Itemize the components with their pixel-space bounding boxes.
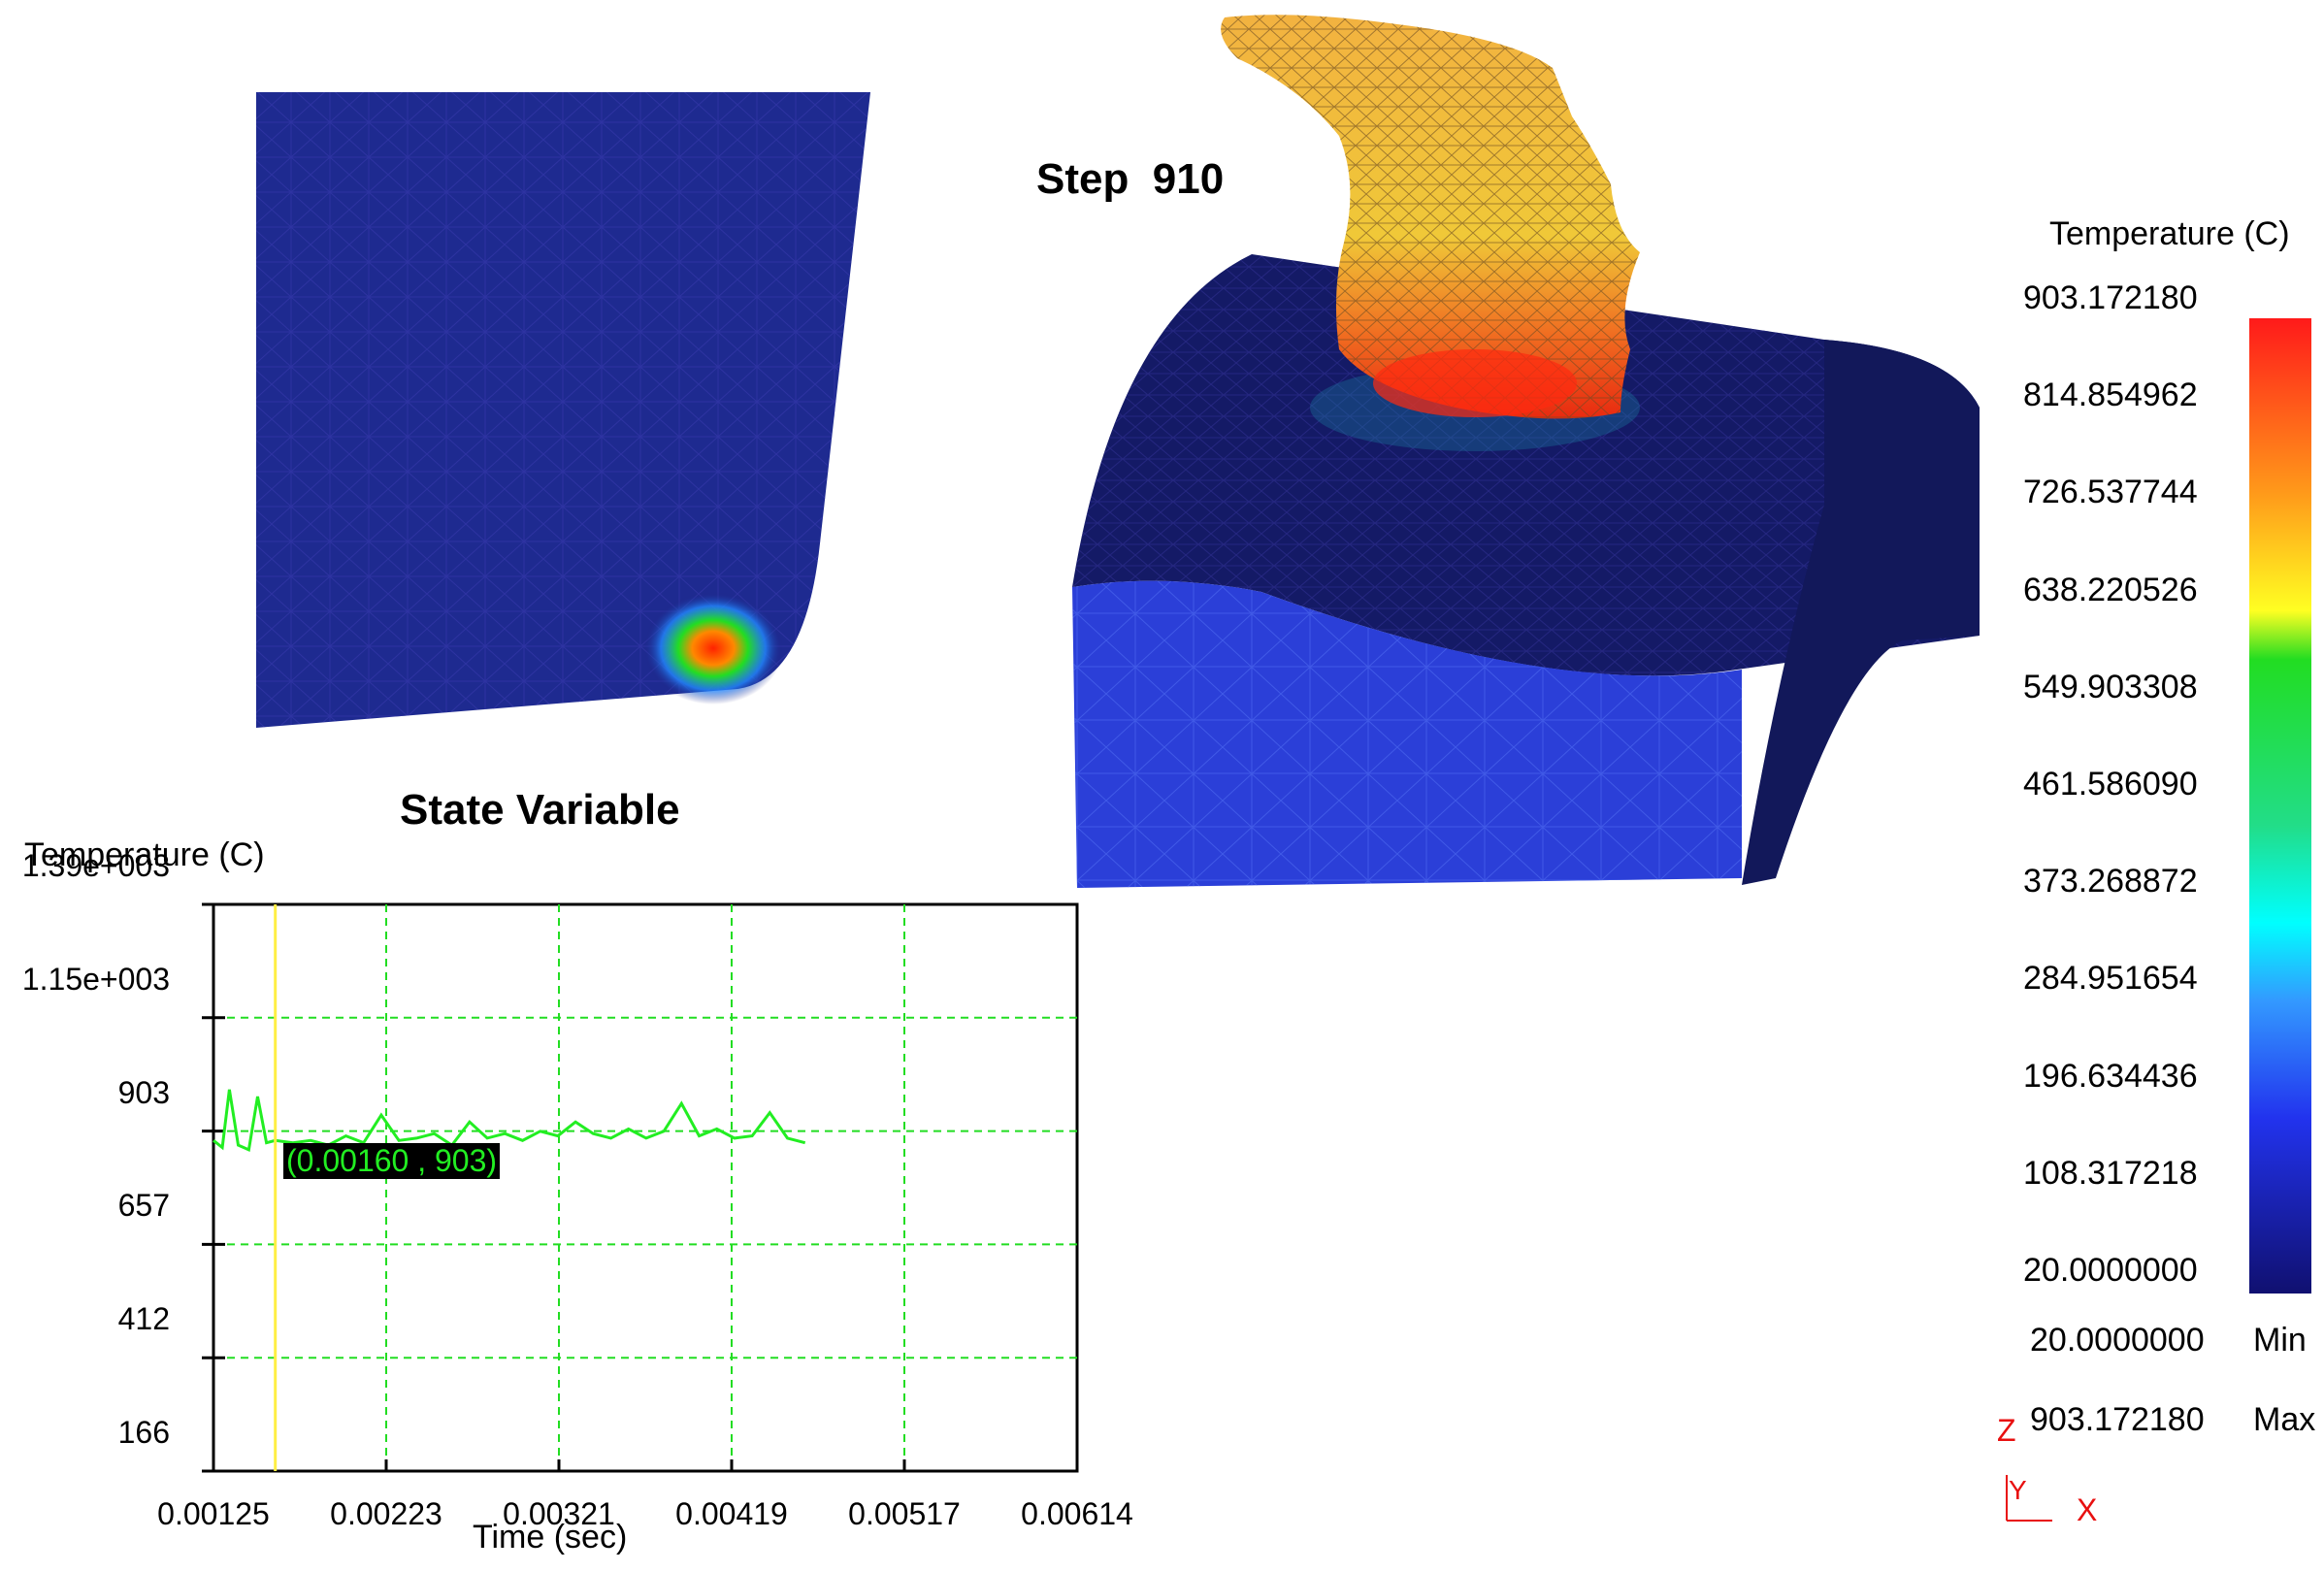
legend-value: 461.586090 [2023,766,2198,802]
heat-spot [643,592,783,704]
legend-min-label: Min [2253,1322,2307,1359]
triad-z-label: Z [1997,1413,2016,1448]
y-axis-label: Temperature (C) [24,836,265,873]
x-tick-label: 0.00125 [157,1496,270,1531]
x-tick-label: 0.00614 [1021,1496,1133,1531]
legend-value: 903.172180 [2023,279,2198,316]
legend-title: Temperature (C) [2049,215,2290,252]
x-tick-label: 0.00223 [330,1496,442,1531]
x-tick-label: 0.00321 [503,1496,615,1531]
plot-title: State Variable [400,786,680,834]
state-variable-plot[interactable] [202,902,1079,1473]
plot-frame [212,902,1079,1473]
legend-value: 638.220526 [2023,571,2198,608]
legend-max-value: 903.172180 [2030,1401,2205,1438]
x-axis-label: Time (sec) [473,1519,628,1556]
legend-value: 726.537744 [2023,474,2198,511]
y-tick-label: 1.15e+003 [21,961,170,997]
legend-value: 284.951654 [2023,960,2198,998]
temperature-curve [213,1089,806,1153]
legend-value: 373.268872 [2023,863,2198,901]
x-tick-label: 0.00419 [675,1496,788,1531]
legend-value: 108.317218 [2023,1154,2198,1192]
cursor-readout: (0.00160 , 903) [283,1143,501,1179]
plot-tick-marks [202,902,1079,1473]
legend-value: 20.0000000 [2023,1252,2198,1289]
legend-max-label: Max [2253,1401,2316,1438]
y-tick-label: 903 [117,1074,170,1110]
y-tick-label: 657 [117,1188,170,1224]
y-tick-label: 166 [117,1415,170,1450]
legend-min-value: 20.0000000 [2030,1322,2205,1359]
triad-y-label: Y [2009,1475,2027,1505]
section-view-2d[interactable] [256,92,870,728]
legend-value: 549.903308 [2023,668,2198,705]
y-tick-label: 1.39e+003 [21,848,170,883]
model-view-3d[interactable] [1072,15,1980,888]
y-tick-label: 412 [117,1301,170,1337]
legend-value: 814.854962 [2023,377,2198,414]
axis-triad[interactable] [2006,1475,2052,1522]
legend-value: 196.634436 [2023,1057,2198,1095]
melt-zone [1373,349,1577,417]
step-label: Step 910 [1036,155,1225,203]
x-tick-label: 0.00517 [848,1496,961,1531]
legend-color-bar [2249,318,2311,1294]
triad-x-label: X [2077,1492,2098,1527]
